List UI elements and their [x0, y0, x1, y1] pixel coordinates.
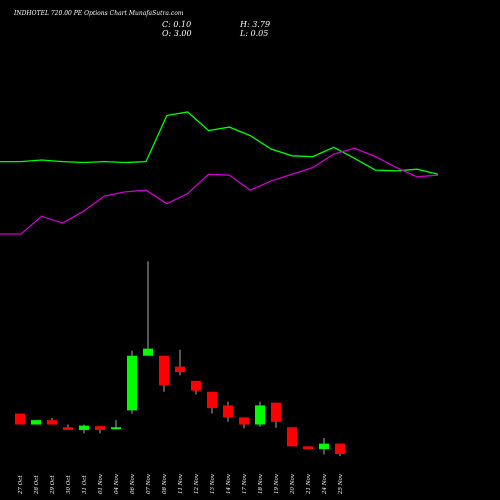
candle — [175, 349, 185, 376]
candle-body-down — [175, 366, 185, 373]
candle — [143, 261, 153, 356]
candle-body-down — [287, 427, 297, 447]
candle — [255, 401, 265, 427]
low-value: L: 0.05 — [240, 29, 269, 38]
candle — [223, 401, 233, 422]
candle — [239, 417, 249, 429]
x-tick-label: 11 Nov — [178, 473, 184, 494]
candle-body-down — [207, 391, 217, 409]
candle — [47, 417, 57, 425]
x-tick-label: 29 Oct — [50, 475, 56, 495]
x-tick-label: 17 Nov — [242, 473, 248, 494]
x-tick-label: 28 Oct — [34, 475, 40, 495]
candle — [319, 438, 329, 455]
x-tick-label: 12 Nov — [194, 473, 200, 494]
candle — [95, 426, 105, 434]
candle-body-down — [271, 402, 281, 422]
candle — [111, 420, 121, 430]
magenta-indicator-line — [0, 147, 439, 235]
candle-body-up — [319, 443, 329, 450]
candle — [191, 380, 201, 395]
x-tick-label: 18 Nov — [258, 473, 264, 494]
x-tick-label: 31 Oct — [82, 475, 88, 494]
candle — [287, 427, 297, 447]
candle-body-down — [159, 355, 169, 386]
x-tick-label: 14 Nov — [226, 473, 232, 494]
candle-body-down — [239, 417, 249, 425]
candles — [15, 261, 345, 457]
x-tick-label: 27 Oct — [18, 475, 24, 495]
candle-body-up — [111, 427, 121, 430]
x-tick-label: 25 Nov — [338, 473, 344, 495]
candle-body-up — [31, 420, 41, 425]
candle-body-up — [127, 355, 137, 411]
x-tick-label: 04 Nov — [114, 473, 120, 494]
candle — [79, 424, 89, 434]
close-value: C: 0.10 — [162, 20, 192, 29]
x-tick-label: 21 Nov — [306, 473, 312, 495]
candle — [207, 391, 217, 414]
candle-body-up — [255, 405, 265, 425]
x-axis-labels: 27 Oct 28 Oct 29 Oct 30 Oct 31 Oct 01 Nov 04 N… — [18, 473, 344, 495]
candle — [15, 413, 25, 425]
x-tick-label: 07 Nov — [146, 473, 152, 494]
chart-title: INDHOTEL 720.00 PE Options Chart MunafaS… — [14, 10, 184, 17]
candle-body-down — [63, 427, 73, 430]
x-tick-label: 19 Nov — [274, 473, 280, 494]
candle — [271, 402, 281, 428]
candle-body-down — [47, 420, 57, 425]
candle — [159, 355, 169, 392]
x-tick-label: 13 Nov — [210, 473, 216, 494]
candle — [63, 424, 73, 430]
candle — [31, 420, 41, 425]
candle-body-down — [95, 426, 105, 430]
candle-body-down — [303, 446, 313, 450]
x-tick-label: 20 Nov — [290, 473, 296, 495]
candle — [335, 443, 345, 457]
candle-body-down — [191, 380, 201, 391]
x-tick-label: 01 Nov — [98, 473, 104, 494]
x-tick-label: 24 Nov — [322, 473, 328, 495]
high-value: H: 3.79 — [240, 20, 271, 29]
candle — [303, 446, 313, 450]
x-tick-label: 08 Nov — [162, 473, 168, 494]
x-tick-label: 30 Oct — [66, 475, 72, 494]
open-value: O: 3.00 — [162, 29, 192, 38]
green-indicator-line — [0, 111, 439, 175]
candle-body-up — [143, 348, 153, 356]
candle — [127, 350, 137, 414]
candle-body-down — [335, 443, 345, 454]
x-tick-label: 06 Nov — [130, 473, 136, 494]
candle-body-down — [223, 405, 233, 418]
candle-body-up — [79, 425, 89, 430]
candle-body-down — [15, 413, 25, 425]
indicator-lines — [0, 111, 439, 235]
